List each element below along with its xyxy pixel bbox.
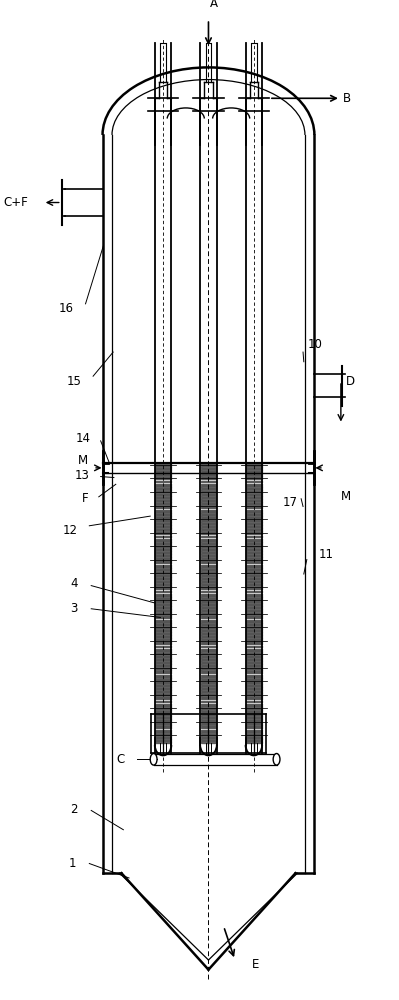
Text: M: M [341,490,351,503]
Text: 16: 16 [59,302,74,315]
Text: 2: 2 [71,803,78,816]
Text: 13: 13 [74,469,89,482]
Text: 4: 4 [71,577,78,590]
Text: B: B [343,92,351,105]
Text: F: F [82,492,89,505]
Text: D: D [346,375,355,388]
Text: 14: 14 [75,432,91,445]
Ellipse shape [273,754,280,765]
Text: M: M [78,454,88,467]
Text: 3: 3 [71,602,78,615]
Text: E: E [252,958,259,971]
Text: A: A [209,0,217,10]
Text: 11: 11 [318,548,333,561]
Text: 12: 12 [63,524,78,537]
Text: C+F: C+F [3,196,28,209]
Text: 15: 15 [67,375,82,388]
Text: 1: 1 [69,857,76,870]
Text: 17: 17 [282,496,297,509]
Text: C: C [117,753,125,766]
Text: 10: 10 [308,338,322,351]
Ellipse shape [150,754,157,765]
